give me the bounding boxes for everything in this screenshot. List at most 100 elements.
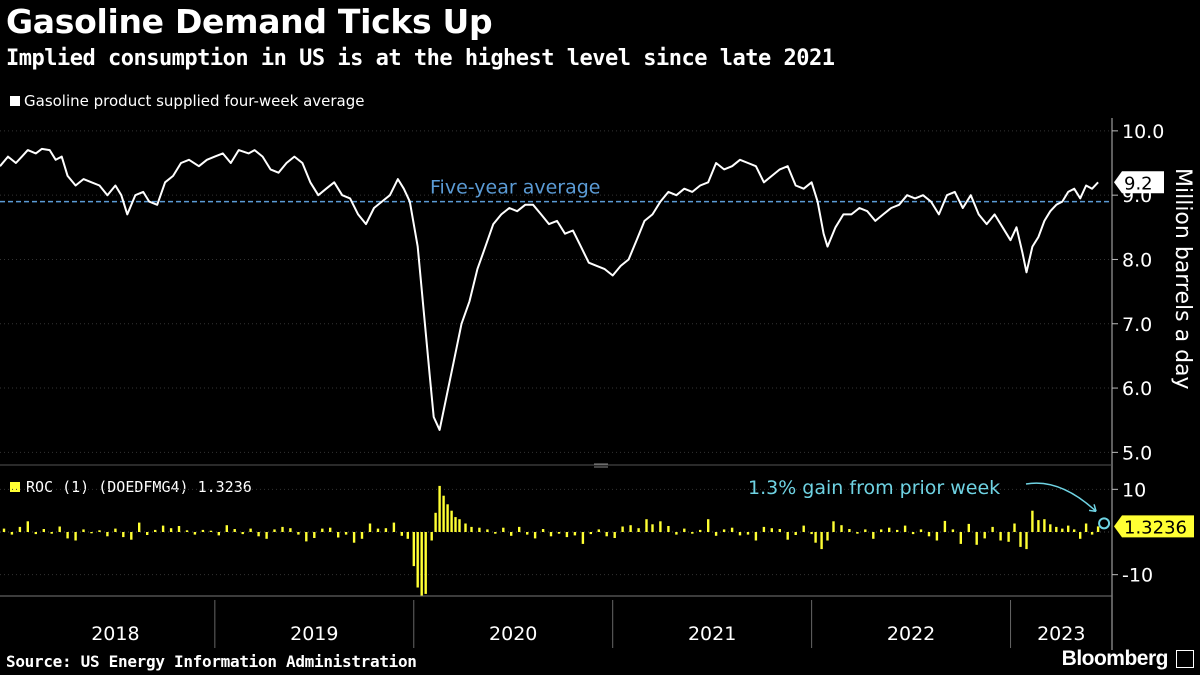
roc-legend-swatch bbox=[10, 482, 20, 492]
roc-bar bbox=[746, 532, 750, 535]
terminal-icon bbox=[1176, 650, 1194, 668]
roc-bar bbox=[406, 532, 409, 539]
roc-bar bbox=[502, 527, 505, 532]
roc-bar bbox=[98, 530, 101, 532]
roc-bar bbox=[943, 520, 947, 532]
roc-legend-label: ROC (1) (DOEDFMG4) 1.3236 bbox=[26, 478, 252, 496]
roc-bar bbox=[26, 521, 29, 532]
roc-bar bbox=[241, 532, 244, 535]
roc-bar bbox=[10, 532, 14, 535]
chart-title: Gasoline Demand Ticks Up bbox=[6, 2, 493, 41]
roc-bar bbox=[1031, 510, 1034, 532]
roc-bar bbox=[629, 525, 632, 532]
roc-bar bbox=[337, 532, 340, 538]
roc-bar bbox=[518, 526, 521, 532]
roc-bar bbox=[486, 529, 489, 532]
roc-bar bbox=[722, 529, 726, 532]
roc-bar bbox=[2, 528, 6, 532]
roc-bar bbox=[526, 532, 529, 535]
roc-bar bbox=[412, 532, 415, 567]
x-tick-label: 2018 bbox=[91, 623, 139, 645]
roc-bar bbox=[770, 528, 773, 532]
roc-bar bbox=[565, 532, 569, 538]
roc-bar bbox=[392, 522, 396, 532]
roc-bar bbox=[991, 526, 994, 532]
roc-bar bbox=[434, 512, 437, 532]
main-y-axis: 5.06.07.08.09.010.0 bbox=[1111, 118, 1164, 650]
roc-bar bbox=[1073, 529, 1076, 532]
annotation-circle bbox=[1098, 517, 1111, 530]
roc-bar bbox=[106, 532, 109, 537]
roc-bar bbox=[1055, 526, 1058, 532]
roc-bar bbox=[217, 532, 220, 536]
roc-bar bbox=[114, 528, 117, 532]
roc-bar bbox=[826, 532, 829, 541]
roc-bar bbox=[430, 532, 433, 541]
roc-bar bbox=[321, 528, 324, 532]
main-legend: Gasoline product supplied four-week aver… bbox=[10, 92, 365, 110]
bloomberg-logo: Bloomberg bbox=[1061, 647, 1169, 670]
roc-bar bbox=[1084, 523, 1088, 532]
roc-bar bbox=[82, 529, 85, 532]
roc-bar bbox=[1067, 525, 1070, 532]
roc-bar bbox=[510, 532, 513, 536]
roc-bar bbox=[368, 523, 372, 532]
roc-bar bbox=[983, 532, 986, 539]
roc-bar bbox=[420, 532, 423, 596]
roc-bar bbox=[919, 529, 923, 532]
roc-bar bbox=[541, 529, 545, 532]
x-tick-label: 2021 bbox=[688, 623, 736, 645]
main-y-tick-label: 7.0 bbox=[1122, 314, 1152, 336]
roc-bar bbox=[233, 529, 236, 532]
roc-bar bbox=[738, 532, 742, 536]
roc-bar bbox=[959, 532, 962, 544]
roc-bar bbox=[810, 532, 813, 535]
roc-bar bbox=[42, 529, 45, 532]
roc-bar bbox=[281, 526, 284, 532]
roc-bar bbox=[549, 532, 553, 537]
main-y-tick-label: 6.0 bbox=[1122, 378, 1152, 400]
roc-bar bbox=[297, 532, 300, 535]
roc-bar bbox=[888, 527, 891, 532]
roc-bars bbox=[2, 485, 1100, 596]
roc-bar bbox=[637, 528, 640, 532]
roc-bar bbox=[573, 532, 577, 536]
roc-bar bbox=[478, 527, 481, 532]
roc-bar bbox=[442, 495, 445, 532]
roc-bar bbox=[786, 532, 789, 540]
roc-bar bbox=[265, 532, 268, 539]
roc-bar bbox=[999, 532, 1002, 541]
roc-bar bbox=[951, 529, 955, 532]
roc-bar bbox=[645, 519, 648, 532]
roc-bar bbox=[613, 532, 616, 538]
roc-bar bbox=[438, 485, 441, 532]
roc-bar bbox=[1037, 520, 1040, 532]
roc-bar bbox=[329, 527, 332, 532]
roc-y-tick-label: 10 bbox=[1122, 479, 1146, 501]
roc-legend: ROC (1) (DOEDFMG4) 1.3236 bbox=[10, 478, 252, 496]
roc-bar bbox=[1090, 532, 1094, 535]
roc-bar bbox=[762, 526, 766, 532]
roc-bar bbox=[225, 525, 228, 532]
roc-bar bbox=[1049, 524, 1052, 532]
roc-bar bbox=[161, 525, 165, 532]
roc-bar bbox=[470, 526, 473, 532]
roc-bar bbox=[138, 522, 141, 532]
main-last-value-tag: 9.2 bbox=[1114, 171, 1164, 194]
main-last-value-box bbox=[1114, 171, 1164, 194]
roc-y-tick-label: -10 bbox=[1122, 565, 1153, 587]
roc-bar bbox=[675, 532, 678, 535]
roc-bar bbox=[257, 532, 260, 537]
roc-bar bbox=[533, 532, 537, 539]
roc-bar bbox=[50, 532, 53, 534]
panel-divider bbox=[0, 463, 1112, 468]
roc-bar bbox=[384, 528, 388, 532]
roc-bar bbox=[289, 528, 292, 532]
roc-bar bbox=[667, 526, 670, 532]
roc-bar bbox=[1013, 523, 1016, 532]
roc-bar bbox=[814, 532, 817, 543]
x-tick-label: 2020 bbox=[489, 623, 537, 645]
roc-last-value-tag: 1.3236 bbox=[1114, 515, 1194, 538]
roc-bar bbox=[714, 532, 718, 536]
